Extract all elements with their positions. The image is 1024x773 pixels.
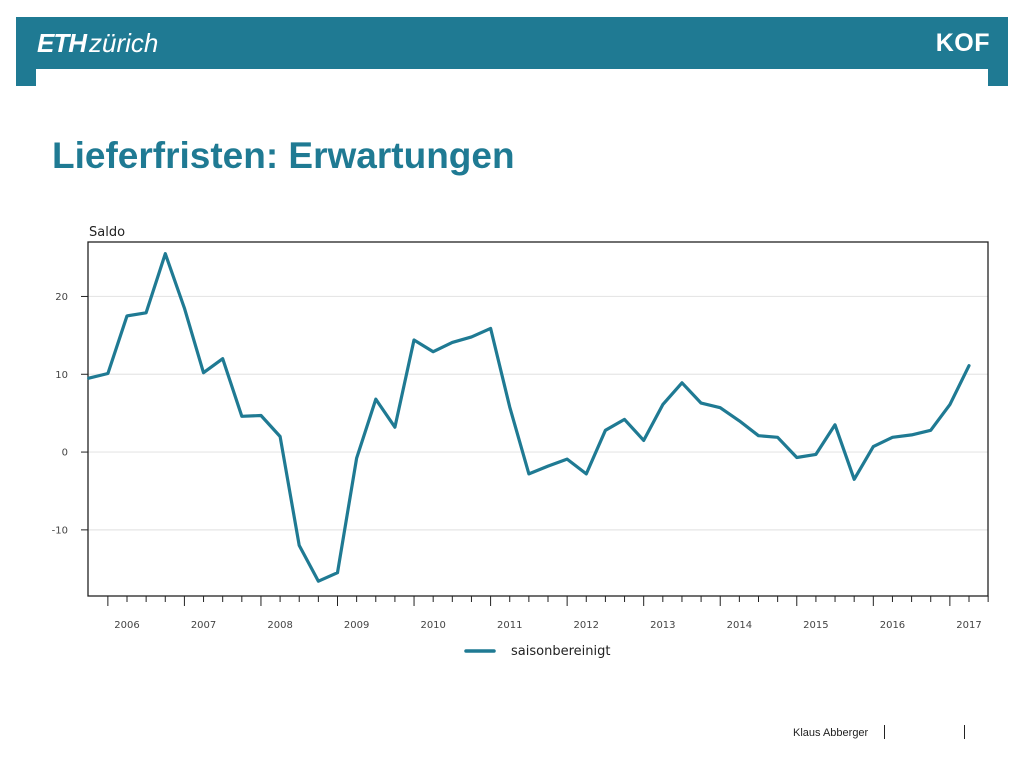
y-tick-label: 0 [62, 448, 68, 459]
eth-logo-bold: ETH [37, 28, 87, 58]
y-tick-label: 10 [55, 370, 68, 381]
legend-label: saisonbereinigt [511, 644, 610, 659]
x-tick-label: 2016 [880, 620, 905, 631]
x-tick-label: 2011 [497, 620, 522, 631]
x-tick-label: 2006 [114, 620, 139, 631]
kof-logo: KOF [935, 29, 990, 57]
footer-author: Klaus Abberger [793, 727, 869, 739]
x-tick-label: 2015 [803, 620, 828, 631]
x-tick-label: 2013 [650, 620, 675, 631]
x-tick-label: 2009 [344, 620, 369, 631]
header-bar-right-edge [988, 69, 1008, 86]
page-title: Lieferfristen: Erwartungen [52, 135, 515, 176]
x-tick-label: 2012 [574, 620, 599, 631]
eth-zurich-logo: ETH zürich [37, 27, 158, 59]
x-tick-label: 2008 [267, 620, 292, 631]
eth-logo-zurich: zürich [89, 28, 159, 58]
footer-separator [964, 725, 965, 739]
header-bar-left-edge [16, 69, 36, 86]
series-line-saisonbereinigt [87, 252, 971, 583]
x-tick-label: 2010 [420, 620, 445, 631]
legend: saisonbereinigt [464, 644, 610, 659]
y-axis-label: Saldo [89, 225, 125, 240]
x-tick-label: 2007 [191, 620, 216, 631]
x-tick-label: 2014 [727, 620, 752, 631]
header-bar [16, 17, 1008, 69]
y-tick-label: 20 [55, 292, 68, 303]
footer-separator [884, 725, 885, 739]
plot-frame [87, 241, 989, 597]
y-tick-label: -10 [52, 525, 68, 536]
x-tick-label: 2017 [956, 620, 981, 631]
